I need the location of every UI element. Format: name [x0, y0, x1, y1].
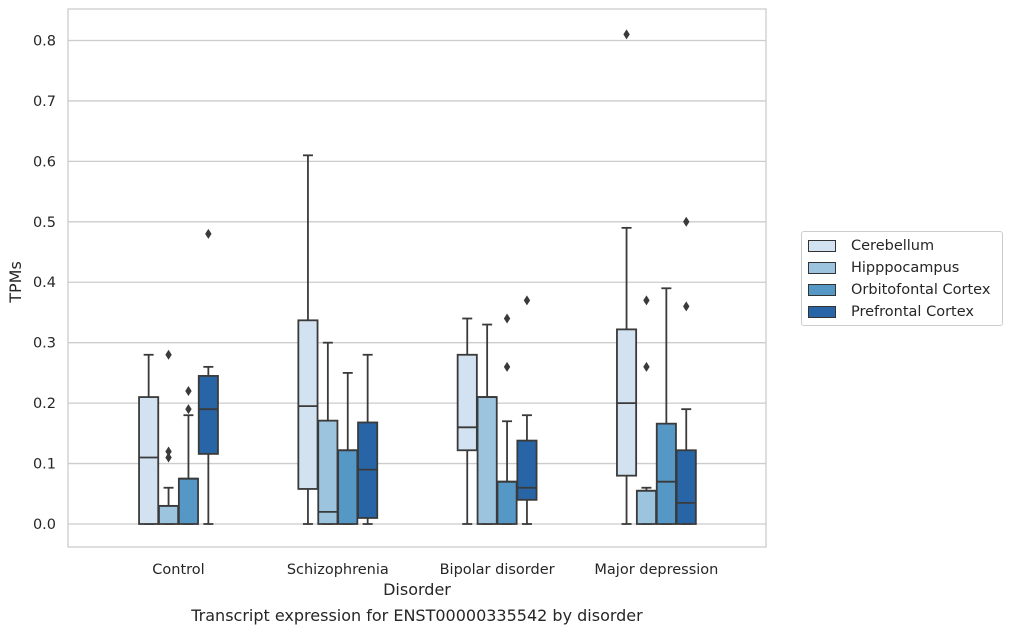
outlier-point	[503, 313, 511, 324]
x-axis-label: Disorder	[383, 580, 451, 599]
y-tick-label: 0.7	[33, 94, 56, 110]
outlier-point	[523, 295, 531, 306]
plot-background	[68, 9, 766, 547]
legend-label-hippocampus: Hipppocampus	[851, 260, 960, 276]
box-1-2	[476, 323, 498, 525]
outlier-point	[185, 386, 192, 397]
box-body	[675, 449, 697, 525]
legend: Cerebellum Hipppocampus Orbitofontal Cor…	[801, 231, 1003, 326]
box-body	[496, 480, 518, 525]
legend-label-orbitofrontal-cortex: Orbitofontal Cortex	[851, 282, 991, 298]
x-tick-label: Schizophrenia	[287, 562, 389, 578]
legend-swatch-cerebellum	[808, 240, 836, 252]
box-2-1	[337, 371, 359, 525]
legend-swatch-hippocampus	[808, 262, 836, 274]
box-0-2	[456, 317, 478, 525]
outlier-point	[165, 446, 172, 457]
box-3-3	[675, 216, 697, 525]
x-tick-label: Control	[152, 562, 204, 578]
y-tick-label: 0.6	[33, 154, 56, 170]
x-tick-label: Bipolar disorder	[440, 562, 555, 578]
box-body	[655, 422, 677, 525]
outlier-point	[683, 216, 690, 227]
legend-swatch-prefrontal-cortex	[808, 306, 836, 318]
box-3-1	[357, 353, 379, 525]
outlier-point	[185, 404, 192, 415]
box-body	[516, 439, 538, 501]
legend-label-prefrontal-cortex: Prefrontal Cortex	[851, 304, 974, 320]
box-body	[177, 477, 199, 525]
box-body	[297, 319, 319, 490]
legend-item-orbitofrontal-cortex: Orbitofontal Cortex	[808, 280, 990, 300]
y-tick-label: 0.3	[33, 336, 56, 352]
legend-item-cerebellum: Cerebellum	[808, 236, 934, 256]
box-body	[635, 489, 657, 525]
x-tick-label: Major depression	[594, 562, 718, 578]
y-tick-label: 0.4	[33, 275, 56, 291]
legend-label-cerebellum: Cerebellum	[851, 238, 935, 254]
y-tick-label: 0.2	[33, 396, 56, 412]
box-body	[197, 375, 219, 455]
y-tick-label: 0.5	[33, 215, 56, 231]
outlier-point	[643, 295, 650, 306]
box-2-2	[496, 313, 518, 525]
plot-frame	[67, 8, 767, 548]
outlier-point	[643, 361, 650, 372]
box-body	[456, 353, 478, 452]
y-tick-label: 0.1	[33, 457, 56, 473]
box-body	[476, 396, 498, 525]
box-3-2	[516, 295, 538, 525]
legend-item-hippocampus: Hipppocampus	[808, 258, 959, 278]
legend-swatch-orbitofrontal-cortex	[808, 284, 836, 296]
box-0-1	[297, 154, 319, 525]
box-body	[337, 449, 359, 525]
y-tick-label: 0.8	[33, 33, 56, 49]
box-1-0	[158, 349, 180, 525]
y-tick-label: 0.0	[33, 517, 56, 533]
box-0-0	[138, 353, 160, 525]
box-body	[317, 419, 339, 525]
box-body	[158, 504, 180, 525]
y-axis-label: TPMs	[6, 261, 25, 304]
outlier-point	[503, 361, 511, 372]
outlier-point	[205, 228, 212, 239]
box-0-3	[616, 29, 638, 525]
figure-caption: Transcript expression for ENST0000033554…	[191, 606, 643, 625]
box-2-3	[655, 287, 677, 525]
box-body	[138, 396, 160, 525]
box-3-0	[197, 228, 219, 525]
outlier-point	[683, 301, 690, 312]
outlier-point	[623, 29, 630, 40]
outlier-point	[165, 452, 172, 463]
outlier-point	[165, 349, 172, 360]
box-2-0	[177, 386, 199, 525]
legend-item-prefrontal-cortex: Prefrontal Cortex	[808, 302, 974, 322]
